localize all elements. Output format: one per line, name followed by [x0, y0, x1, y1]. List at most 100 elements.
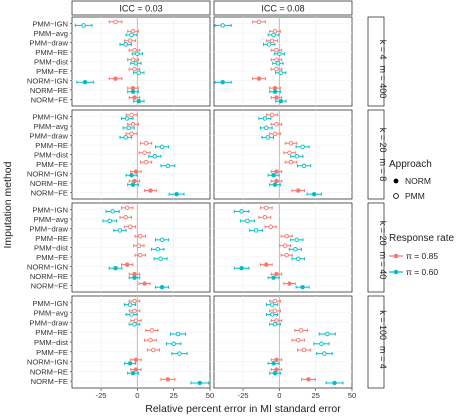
point-marker: [133, 357, 139, 362]
point-marker: [272, 321, 278, 327]
row-strip-1: k = 4 m = 400: [367, 16, 388, 107]
y-tick-label: PMM−IGN: [32, 20, 68, 29]
point-marker: [113, 76, 118, 81]
point-pi085-r1-c1-norm-ign: [108, 76, 123, 81]
row-strip-m-label: m = 400: [378, 66, 388, 99]
point-marker: [132, 178, 137, 184]
point-marker: [272, 182, 278, 187]
column-strip-box: [213, 0, 353, 16]
point-pi085-r3-c1-pmm-avg: [119, 215, 133, 220]
point-marker: [130, 57, 136, 62]
legend-response-title: Response rate: [389, 233, 454, 244]
panel-r2-c1: [71, 109, 211, 200]
point-pi060-r3-c2-pmm-dist: [288, 247, 302, 252]
point-marker: [296, 256, 301, 262]
point-marker: [123, 215, 128, 220]
point-pi085-r2-c1-norm-fe: [144, 188, 157, 193]
point-marker: [288, 159, 294, 165]
point-marker: [130, 29, 136, 34]
point-marker: [272, 370, 278, 376]
point-marker: [151, 347, 156, 353]
point-marker: [148, 337, 153, 343]
point-pi085-r1-c1-pmm-ign: [108, 19, 123, 25]
point-pi085-r1-c2-pmm-ign: [252, 19, 266, 25]
y-tick-label: NORM−FE: [31, 377, 68, 386]
point-marker: [272, 298, 278, 304]
point-marker: [268, 224, 273, 230]
point-marker: [264, 205, 269, 211]
point-pi085-r1-c2-norm-re: [269, 85, 281, 91]
point-marker: [294, 154, 300, 159]
point-marker: [148, 188, 153, 193]
point-pi085-r2-c2-norm-re: [270, 178, 283, 184]
point-pi060-r4-c1-pmm-ign: [124, 302, 137, 307]
point-marker: [272, 308, 278, 314]
point-marker: [133, 169, 139, 174]
point-marker: [81, 23, 86, 28]
point-marker: [220, 23, 225, 28]
point-marker: [152, 154, 158, 159]
point-pi085-r4-c2-norm-re: [270, 367, 283, 372]
point-pi060-r4-c2-pmm-re: [318, 331, 336, 337]
point-marker: [132, 95, 137, 100]
y-tick-label: PMM−avg: [34, 215, 68, 224]
y-tick-label: NORM−IGN: [27, 169, 68, 178]
x-tick-label: -25: [238, 391, 249, 400]
point-marker: [130, 370, 136, 376]
point-pi085-r2-c2-pmm-draw: [269, 131, 281, 137]
point-marker: [125, 262, 130, 267]
y-tick-label: PMM−avg: [34, 122, 68, 131]
point-pi060-r4-c1-pmm-avg: [125, 312, 138, 317]
point-marker: [296, 188, 301, 193]
point-pi085-r1-c2-norm-ign: [252, 76, 266, 81]
point-marker: [325, 331, 330, 337]
point-pi085-r3-c1-norm-re: [128, 271, 141, 277]
point-pi060-r3-c1-norm-re: [128, 275, 141, 280]
point-pi060-r3-c1-pmm-dist: [150, 247, 165, 252]
panels-layer: ICC = 0.03 ICC = 0.08k = 4m = 400PMM−IGNP…: [27, 0, 388, 400]
legend: Approach NORM PMM Response rate π = 0.85…: [389, 159, 454, 277]
point-marker: [272, 131, 278, 137]
point-marker: [269, 112, 275, 118]
point-pi085-r1-c1-pmm-fe: [128, 66, 141, 72]
point-marker: [274, 57, 279, 62]
point-marker: [300, 284, 305, 290]
point-marker: [138, 233, 143, 239]
point-pi060-r2-c1-pmm-re: [154, 144, 170, 150]
y-tick-label: PMM−avg: [34, 29, 68, 38]
x-tick-label: 50: [348, 391, 356, 400]
point-marker: [272, 85, 278, 91]
point-marker: [262, 215, 268, 220]
point-marker: [274, 318, 279, 323]
point-pi060-r1-c2-pmm-dist: [272, 61, 284, 66]
point-marker: [124, 205, 130, 211]
y-tick-label: NORM−IGN: [27, 76, 68, 85]
point-pi060-r4-c1-pmm-draw: [128, 321, 141, 327]
point-marker: [287, 150, 292, 155]
point-pi085-r2-c2-norm-fe: [291, 188, 305, 193]
point-pi060-r1-c2-pmm-re: [273, 51, 285, 57]
point-marker: [138, 252, 143, 258]
point-pi060-r3-c1-pmm-re: [154, 237, 170, 243]
point-pi060-r1-c2-pmm-avg: [267, 32, 280, 38]
point-marker: [277, 51, 282, 57]
point-pi085-r3-c1-norm-fe: [138, 281, 151, 286]
point-pi085-r1-c1-pmm-dist: [127, 57, 139, 62]
point-pi060-r4-c2-pmm-dist: [313, 341, 330, 347]
point-marker: [155, 247, 160, 252]
legend-pi060-symbol: [389, 269, 403, 275]
point-marker: [274, 95, 279, 100]
point-marker: [274, 367, 279, 372]
point-pi060-r4-c2-pmm-avg: [266, 312, 279, 317]
point-pi085-r4-c2-pmm-dist: [291, 337, 305, 343]
point-marker: [266, 42, 272, 47]
y-tick-label: PMM−draw: [29, 225, 68, 234]
point-marker: [113, 266, 118, 271]
point-pi060-r2-c2-pmm-fe: [296, 163, 312, 169]
point-pi060-r2-c2-pmm-re: [295, 144, 310, 150]
point-pi060-r3-c2-norm-ign: [233, 266, 250, 271]
point-marker: [288, 140, 294, 146]
y-tick-label: NORM−RE: [30, 367, 68, 376]
row-strip-box: [367, 16, 385, 107]
y-tick-label: PMM−IGN: [32, 113, 68, 122]
